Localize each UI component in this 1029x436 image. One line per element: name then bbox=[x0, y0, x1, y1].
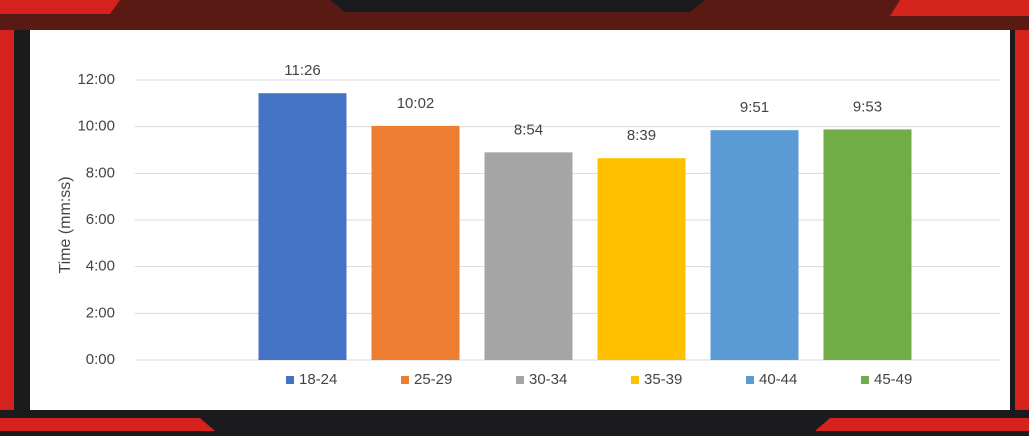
value-label: 10:02 bbox=[397, 95, 435, 112]
frame-right bbox=[1015, 30, 1029, 410]
legend-label: 25-29 bbox=[414, 371, 452, 388]
bar bbox=[258, 93, 347, 361]
bar bbox=[597, 158, 686, 360]
frame-top bbox=[0, 0, 1029, 30]
frame-stripe bbox=[815, 418, 1029, 431]
frame-stripe bbox=[0, 418, 215, 431]
y-tick-label: 12:00 bbox=[77, 71, 115, 88]
legend-label: 35-39 bbox=[644, 371, 682, 388]
legend-label: 45-49 bbox=[874, 371, 912, 388]
legend-swatch bbox=[861, 376, 869, 384]
legend-label: 30-34 bbox=[529, 371, 567, 388]
value-label: 8:54 bbox=[514, 121, 543, 138]
y-tick-label: 8:00 bbox=[86, 164, 115, 181]
legend-swatch bbox=[286, 376, 294, 384]
bar bbox=[371, 125, 460, 360]
y-tick-label: 4:00 bbox=[86, 258, 115, 275]
legend-label: 40-44 bbox=[759, 371, 797, 388]
legend-swatch bbox=[401, 376, 409, 384]
y-axis-title: Time (mm:ss) bbox=[57, 176, 74, 273]
frame-left bbox=[0, 30, 14, 410]
bar bbox=[823, 129, 912, 360]
legend-label: 18-24 bbox=[299, 371, 337, 388]
value-label: 9:51 bbox=[740, 99, 769, 116]
legend-swatch bbox=[516, 376, 524, 384]
value-label: 9:53 bbox=[853, 98, 882, 115]
y-tick-label: 0:00 bbox=[86, 351, 115, 368]
legend-swatch bbox=[746, 376, 754, 384]
frame-stripe bbox=[890, 0, 1029, 16]
y-tick-label: 10:00 bbox=[77, 118, 115, 135]
y-tick-label: 2:00 bbox=[86, 304, 115, 321]
bar bbox=[710, 130, 799, 360]
frame-stripe bbox=[0, 0, 120, 14]
value-label: 8:39 bbox=[627, 127, 656, 144]
bar bbox=[484, 152, 573, 360]
legend-swatch bbox=[631, 376, 639, 384]
value-label: 11:26 bbox=[284, 62, 320, 79]
y-tick-label: 6:00 bbox=[86, 211, 115, 228]
